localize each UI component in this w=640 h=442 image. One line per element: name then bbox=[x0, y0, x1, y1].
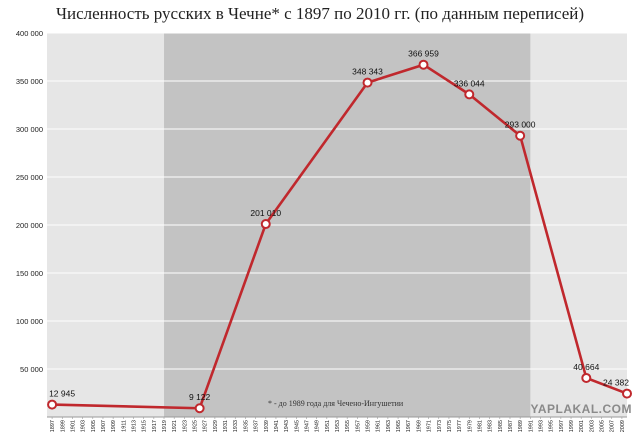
data-label: 348 343 bbox=[352, 67, 383, 77]
x-tick-label: 1953 bbox=[335, 420, 341, 432]
y-tick-label: 400 000 bbox=[16, 29, 43, 38]
x-tick-label: 2007 bbox=[610, 420, 616, 432]
x-tick-label: 2009 bbox=[620, 420, 626, 432]
x-tick-label: 1975 bbox=[447, 420, 453, 432]
x-tick-label: 1929 bbox=[213, 420, 219, 432]
x-tick-label: 1923 bbox=[182, 420, 188, 432]
chart-title: Численность русских в Чечне* с 1897 по 2… bbox=[55, 4, 585, 23]
data-point bbox=[47, 399, 58, 410]
x-tick-label: 1899 bbox=[60, 420, 66, 432]
x-tick-label: 1955 bbox=[345, 420, 351, 432]
x-tick-label: 1999 bbox=[569, 420, 575, 432]
x-tick-label: 2003 bbox=[589, 420, 595, 432]
data-label: 12 945 bbox=[49, 389, 75, 399]
x-tick-label: 1945 bbox=[294, 420, 300, 432]
x-tick-label: 1943 bbox=[284, 420, 290, 432]
y-tick-label: 150 000 bbox=[16, 269, 43, 278]
data-point bbox=[581, 372, 592, 383]
x-tick-label: 1987 bbox=[508, 420, 514, 432]
x-tick-label: 1909 bbox=[111, 420, 117, 432]
x-tick-label: 1941 bbox=[274, 420, 280, 432]
x-tick-label: 1913 bbox=[131, 420, 137, 432]
data-label: 366 959 bbox=[408, 49, 439, 59]
y-tick-label: 250 000 bbox=[16, 173, 43, 182]
x-tick-label: 1989 bbox=[518, 420, 524, 432]
x-tick-label: 1969 bbox=[416, 420, 422, 432]
data-point bbox=[418, 59, 429, 70]
x-tick-label: 1933 bbox=[233, 420, 239, 432]
chart-footnote: * - до 1989 года для Чечено-Ингушетии bbox=[268, 399, 404, 408]
x-tick-label: 1961 bbox=[376, 420, 382, 432]
x-tick-label: 1951 bbox=[325, 420, 331, 432]
data-label: 40 664 bbox=[573, 362, 599, 372]
data-point bbox=[515, 130, 526, 141]
x-tick-label: 1939 bbox=[264, 420, 270, 432]
x-tick-label: 1907 bbox=[101, 420, 107, 432]
data-point bbox=[464, 89, 475, 100]
x-tick-label: 1963 bbox=[386, 420, 392, 432]
x-tick-label: 1915 bbox=[142, 420, 148, 432]
y-tick-label: 300 000 bbox=[16, 125, 43, 134]
x-tick-label: 1919 bbox=[162, 420, 168, 432]
x-tick-label: 1917 bbox=[152, 420, 158, 432]
x-tick-label: 1981 bbox=[477, 420, 483, 432]
x-tick-label: 1931 bbox=[223, 420, 229, 432]
x-tick-label: 1971 bbox=[427, 420, 433, 432]
data-label: 9 122 bbox=[189, 392, 211, 402]
x-tick-label: 1949 bbox=[315, 420, 321, 432]
y-tick-label: 350 000 bbox=[16, 77, 43, 86]
y-tick-label: 200 000 bbox=[16, 221, 43, 230]
x-tick-label: 2005 bbox=[600, 420, 606, 432]
x-tick-label: 1911 bbox=[121, 420, 127, 432]
x-tick-label: 1997 bbox=[559, 420, 565, 432]
x-tick-label: 1901 bbox=[70, 420, 76, 432]
y-tick-label: 100 000 bbox=[16, 317, 43, 326]
x-tick-label: 1937 bbox=[254, 420, 260, 432]
data-label: 336 044 bbox=[454, 78, 485, 88]
data-label: 201 010 bbox=[250, 208, 281, 218]
x-tick-label: 1925 bbox=[193, 420, 199, 432]
x-tick-label: 1957 bbox=[355, 420, 361, 432]
x-tick-label: 1903 bbox=[81, 420, 87, 432]
x-tick-label: 1947 bbox=[304, 420, 310, 432]
data-point bbox=[194, 403, 205, 414]
y-tick-label: 50 000 bbox=[20, 365, 43, 374]
x-tick-label: 1959 bbox=[366, 420, 372, 432]
x-tick-label: 1927 bbox=[203, 420, 209, 432]
watermark: YAPLAKAL.COM bbox=[530, 402, 632, 416]
data-label: 293 000 bbox=[505, 120, 536, 130]
x-tick-label: 1965 bbox=[396, 420, 402, 432]
x-tick-label: 1897 bbox=[50, 420, 56, 432]
data-point bbox=[260, 219, 271, 230]
x-tick-label: 1995 bbox=[549, 420, 555, 432]
x-tick-label: 1973 bbox=[437, 420, 443, 432]
x-tick-label: 1977 bbox=[457, 420, 463, 432]
data-point bbox=[362, 77, 373, 88]
x-tick-label: 1967 bbox=[406, 420, 412, 432]
x-tick-label: 1993 bbox=[539, 420, 545, 432]
x-tick-label: 1905 bbox=[91, 420, 97, 432]
data-point bbox=[622, 388, 632, 399]
x-tick-label: 1935 bbox=[243, 420, 249, 432]
x-tick-label: 1985 bbox=[498, 420, 504, 432]
x-tick-label: 1983 bbox=[488, 420, 494, 432]
x-tick-label: 1991 bbox=[528, 420, 534, 432]
x-tick-label: 1979 bbox=[467, 420, 473, 432]
x-tick-label: 2001 bbox=[579, 420, 585, 432]
x-tick-label: 1921 bbox=[172, 420, 178, 432]
data-label: 24 382 bbox=[603, 378, 629, 388]
